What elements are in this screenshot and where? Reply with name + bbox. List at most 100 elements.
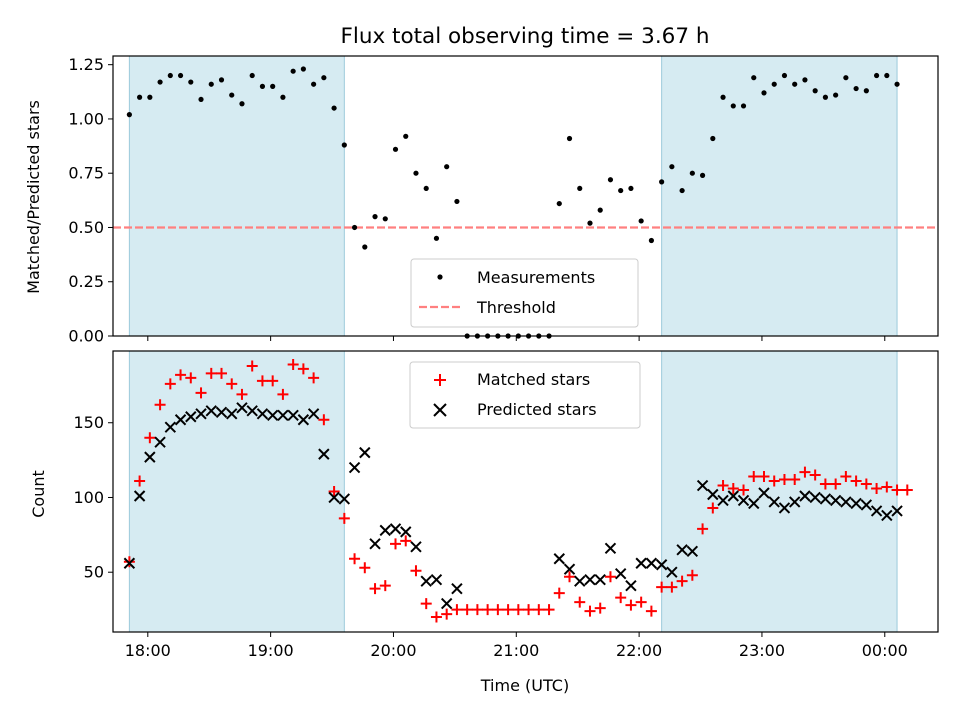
measurements-point-22	[341, 142, 347, 148]
predicted-stars-point-40	[614, 567, 627, 580]
legend-measurements-marker	[437, 274, 443, 280]
bottom-y-tick-label-150: 150	[73, 413, 104, 432]
matched-stars-point-38	[502, 604, 514, 616]
matched-stars-point-71	[840, 471, 852, 483]
matched-stars-point-16	[277, 388, 289, 400]
measurements-point-21	[331, 105, 337, 111]
predicted-stars-point-17	[287, 409, 299, 421]
top-shaded-interval-2	[661, 55, 898, 337]
matched-stars-point-3	[144, 432, 156, 444]
matched-stars-point-73	[860, 478, 872, 490]
top-panel: 0.00 0.25 0.50 0.75 1.00 1.25	[68, 55, 939, 346]
matched-stars-point-62	[748, 471, 760, 483]
matched-stars-point-30	[420, 598, 432, 610]
matched-stars-point-61	[738, 484, 750, 496]
legend-matched-stars-label: Matched stars	[477, 370, 590, 389]
predicted-stars-point-58	[799, 490, 811, 502]
predicted-stars-point-24	[359, 446, 371, 459]
predicted-stars-point-23	[348, 461, 361, 474]
measurements-point-30	[423, 185, 429, 192]
matched-stars-point-18	[297, 363, 309, 375]
measurements-point-18	[300, 66, 306, 72]
predicted-stars-point-34	[553, 553, 565, 565]
predicted-stars-point-1	[123, 557, 136, 569]
predicted-stars-point-60	[819, 493, 832, 505]
measurements-point-65	[781, 72, 788, 79]
matched-stars-point-58	[707, 502, 719, 514]
measurements-point-15	[270, 83, 276, 89]
matched-stars-point-23	[349, 553, 361, 565]
measurements-point-74	[873, 72, 880, 79]
bottom-legend: Matched stars Predicted stars	[409, 361, 641, 429]
predicted-stars-point-66	[881, 509, 893, 522]
top-y-tick-label-0.50: 0.50	[68, 218, 104, 237]
measurements-point-51	[638, 218, 644, 224]
matched-stars-point-77	[901, 484, 913, 496]
matched-stars-point-33	[451, 604, 463, 616]
measurements-point-70	[833, 92, 839, 98]
predicted-stars-point-53	[748, 497, 760, 510]
predicted-stars-point-45	[666, 566, 678, 578]
measurements-point-11	[229, 92, 235, 98]
measurements-point-33	[454, 198, 460, 205]
predicted-stars-point-43	[645, 557, 658, 569]
matched-stars-point-26	[379, 580, 391, 592]
measurements-point-67	[802, 77, 808, 83]
x-tick-label-2300: 23:00	[739, 641, 785, 660]
measurements-point-23	[351, 224, 358, 231]
predicted-stars-point-8	[195, 408, 207, 420]
measurements-point-64	[771, 81, 777, 87]
measurements-point-60	[730, 103, 736, 109]
matched-stars-point-59	[717, 480, 729, 492]
matched-stars-point-50	[625, 599, 637, 611]
matched-stars-point-53	[656, 581, 668, 593]
x-tick-label-1900: 19:00	[248, 641, 294, 660]
predicted-stars-point-20	[318, 448, 330, 460]
predicted-stars-point-42	[635, 557, 647, 569]
legend-predicted-stars-marker	[433, 403, 447, 417]
measurements-point-44	[566, 135, 573, 142]
measurements-point-29	[413, 170, 419, 176]
bottom-y-tick-label-100: 100	[73, 488, 104, 507]
predicted-stars-point-56	[778, 502, 791, 514]
predicted-stars-point-67	[891, 505, 903, 517]
x-tick-label-2200: 22:00	[616, 641, 662, 660]
matched-stars-point-14	[256, 375, 268, 387]
measurements-point-25	[372, 214, 378, 220]
matched-stars-point-31	[430, 611, 442, 623]
legend-predicted-stars-label: Predicted stars	[477, 400, 597, 419]
matched-stars-point-7	[185, 372, 197, 384]
measurements-point-48	[607, 177, 614, 183]
predicted-stars-point-11	[226, 408, 238, 420]
measurements-point-46	[587, 220, 593, 226]
matched-stars-point-66	[789, 474, 801, 486]
top-shaded-interval-1	[128, 55, 345, 337]
matched-stars-point-39	[512, 604, 524, 616]
predicted-stars-point-13	[246, 405, 258, 417]
matched-stars-point-49	[615, 592, 627, 604]
measurements-point-19	[311, 81, 317, 87]
matched-stars-point-25	[369, 583, 381, 595]
measurements-point-66	[792, 81, 798, 87]
matched-stars-point-10	[215, 367, 227, 379]
top-y-tick-label-0.00: 0.00	[68, 327, 104, 346]
predicted-stars-point-63	[850, 497, 862, 510]
measurements-point-72	[853, 85, 859, 92]
measurements-point-31	[433, 235, 440, 241]
matched-stars-point-5	[164, 378, 176, 390]
measurements-point-57	[699, 172, 706, 178]
matched-stars-point-8	[195, 387, 207, 399]
x-tick-label-2000: 20:00	[370, 641, 416, 660]
predicted-stars-point-47	[686, 545, 699, 557]
measurements-point-68	[812, 88, 818, 94]
measurements-point-73	[863, 88, 869, 94]
bottom-panel: 18:00 19:00 20:00 21:00 22:00 23:00 00:00 50 100…	[73, 350, 939, 660]
matched-stars-point-22	[338, 512, 350, 524]
matched-stars-point-4	[154, 399, 166, 411]
predicted-stars-point-65	[870, 505, 883, 517]
predicted-stars-point-61	[829, 494, 842, 507]
measurements-point-26	[382, 216, 388, 222]
matched-stars-point-11	[226, 378, 238, 390]
predicted-stars-point-54	[758, 487, 770, 499]
matched-stars-point-9	[205, 367, 217, 379]
